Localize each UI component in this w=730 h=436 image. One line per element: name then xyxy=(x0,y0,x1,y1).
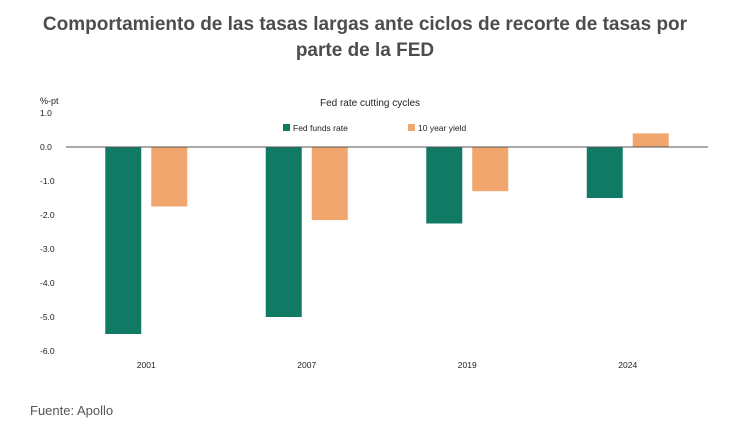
bar-fed-funds-2007 xyxy=(265,147,302,317)
x-tick-label: 2024 xyxy=(618,360,637,370)
y-tick-label: -6.0 xyxy=(40,346,55,356)
y-tick-label: -3.0 xyxy=(40,244,55,254)
bar-10-year-2019 xyxy=(472,147,509,192)
legend-label-10-year: 10 year yield xyxy=(418,123,466,133)
y-tick-label: -1.0 xyxy=(40,176,55,186)
legend-swatch-10-year xyxy=(408,124,415,131)
y-axis-ticks: 1.0 0.0 -1.0 -2.0 -3.0 -4.0 -5.0 -6.0 xyxy=(40,108,55,356)
x-axis-ticks: 2001 2007 2019 2024 xyxy=(137,360,638,370)
y-tick-label: 0.0 xyxy=(40,142,52,152)
bar-fed-funds-2024 xyxy=(586,147,623,198)
bar-fed-funds-2001 xyxy=(105,147,142,334)
x-tick-label: 2007 xyxy=(297,360,316,370)
page-title-line-1: Comportamiento de las tasas largas ante … xyxy=(42,14,688,35)
bar-fed-funds-2019 xyxy=(426,147,463,224)
legend-label-fed-funds: Fed funds rate xyxy=(293,123,348,133)
bar-10-year-2024 xyxy=(632,133,669,147)
chart-title: Fed rate cutting cycles xyxy=(320,98,420,109)
bar-10-year-2001 xyxy=(151,147,188,207)
x-tick-label: 2001 xyxy=(137,360,156,370)
source-note: Fuente: Apollo xyxy=(30,403,114,418)
y-tick-label: -4.0 xyxy=(40,278,55,288)
y-tick-label: -2.0 xyxy=(40,210,55,220)
x-tick-label: 2019 xyxy=(458,360,477,370)
legend-swatch-fed-funds xyxy=(283,124,290,131)
y-tick-label: -5.0 xyxy=(40,312,55,322)
bar-10-year-2007 xyxy=(311,147,348,221)
y-tick-label: 1.0 xyxy=(40,108,52,118)
bars xyxy=(105,133,669,334)
page-title-line-2: parte de la FED xyxy=(295,40,435,61)
legend: Fed funds rate 10 year yield xyxy=(283,123,466,133)
page-title: Comportamiento de las tasas largas ante … xyxy=(0,12,730,64)
y-axis-label: %-pt xyxy=(40,96,59,106)
